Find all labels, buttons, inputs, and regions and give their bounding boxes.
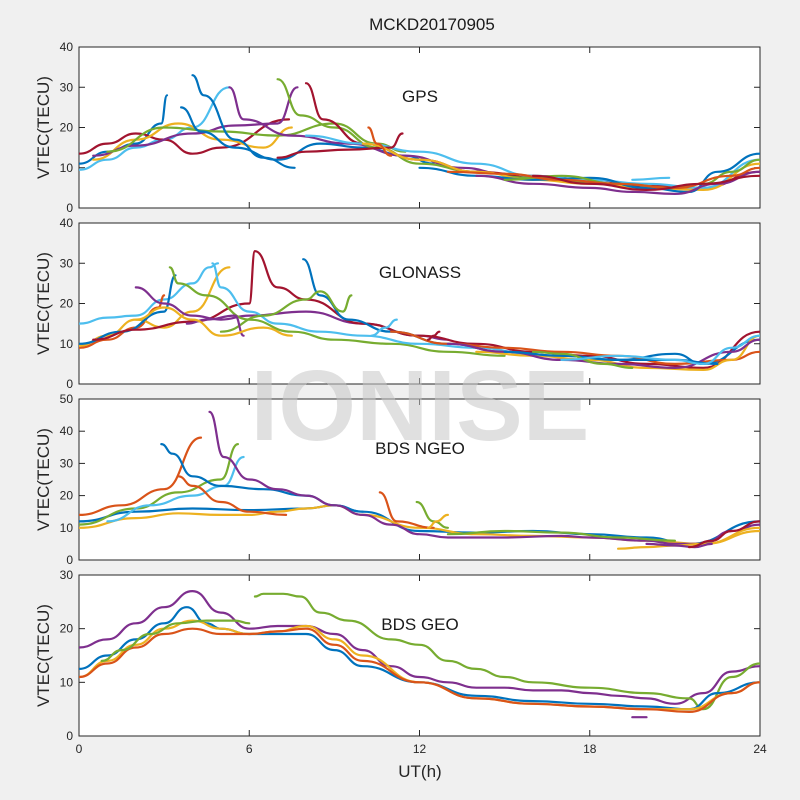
series-line-4 xyxy=(79,274,177,345)
y-tick-label: 20 xyxy=(60,121,74,135)
y-tick-label: 10 xyxy=(60,161,74,175)
y-tick-label: 30 xyxy=(60,256,74,270)
plot-area xyxy=(78,574,761,737)
series-line-1 xyxy=(79,590,760,705)
series-line-5 xyxy=(106,455,245,523)
y-tick-label: 40 xyxy=(60,40,74,54)
panel-3: 0 10 20 30 40 50 VTEC(TECU) BDS NGEO xyxy=(34,392,761,567)
panel-title: GPS xyxy=(402,87,438,106)
y-tick-label: 40 xyxy=(60,424,74,438)
series-line-17 xyxy=(503,350,719,365)
series-line-9 xyxy=(253,250,760,369)
y-tick-label: 0 xyxy=(66,201,73,215)
panel-title: BDS NGEO xyxy=(375,439,465,458)
series-line-8 xyxy=(177,475,288,516)
series-line-14 xyxy=(361,142,760,191)
series-line-21 xyxy=(531,174,760,191)
panel-title: BDS GEO xyxy=(381,615,458,634)
panels: 0 10 20 30 40 VTEC(TECU) GPS 0 10 20 30 40 VTEC(TECU… xyxy=(34,40,767,756)
series-line-5 xyxy=(79,627,760,713)
y-tick-label: 10 xyxy=(60,337,74,351)
y-tick-label: 10 xyxy=(60,675,74,689)
series-line-1 xyxy=(79,86,231,171)
x-tick-label: 6 xyxy=(246,742,253,756)
y-tick-label: 40 xyxy=(60,216,74,230)
x-axis-label: UT(h) xyxy=(398,762,441,781)
series-line-11 xyxy=(219,290,353,333)
series-line-14 xyxy=(645,542,713,549)
series-line-15 xyxy=(367,126,393,157)
y-tick-label: 30 xyxy=(60,568,74,582)
x-tick-label: 18 xyxy=(583,742,597,756)
panel-4: 0 10 20 30 0 6 12 18 24 VTEC(TECU) BDS GEO xyxy=(34,568,767,756)
y-tick-label: 0 xyxy=(66,729,73,743)
figure-title: MCKD20170905 xyxy=(369,15,495,34)
y-tick-label: 20 xyxy=(60,489,74,503)
x-tick-label: 24 xyxy=(753,742,767,756)
series-line-19 xyxy=(446,166,760,189)
series-line-19 xyxy=(560,334,760,365)
series-line-8 xyxy=(211,262,535,355)
series-line-3 xyxy=(79,436,203,516)
y-axis-label: VTEC(TECU) xyxy=(34,252,53,355)
series-line-21 xyxy=(426,330,441,341)
y-axis-label: VTEC(TECU) xyxy=(34,604,53,707)
series-line-6 xyxy=(100,619,251,662)
y-tick-label: 20 xyxy=(60,297,74,311)
series-line-8 xyxy=(191,74,296,169)
series-line-20 xyxy=(370,318,398,337)
y-tick-label: 30 xyxy=(60,80,74,94)
x-tick-label: 0 xyxy=(76,742,83,756)
series-line-3 xyxy=(79,606,760,711)
y-tick-label: 30 xyxy=(60,456,74,470)
series-line-2 xyxy=(253,592,760,711)
y-tick-label: 20 xyxy=(60,622,74,636)
y-tick-label: 0 xyxy=(66,377,73,391)
y-tick-label: 10 xyxy=(60,521,74,535)
series-line-12 xyxy=(446,529,676,542)
series-group xyxy=(79,410,760,550)
series-line-7 xyxy=(168,266,506,357)
y-axis-label: VTEC(TECU) xyxy=(34,76,53,179)
panel-2: 0 10 20 30 40 VTEC(TECU) GLONASS xyxy=(34,216,761,391)
y-tick-label: 0 xyxy=(66,553,73,567)
series-line-2 xyxy=(79,94,169,165)
watermark: IONISE xyxy=(251,350,590,462)
x-tick-label: 12 xyxy=(413,742,427,756)
series-group xyxy=(79,250,760,371)
series-line-1 xyxy=(79,262,220,325)
series-group xyxy=(79,74,760,195)
series-line-11 xyxy=(426,513,449,529)
series-line-15 xyxy=(688,520,760,549)
series-line-13 xyxy=(276,132,404,159)
panel-1: 0 10 20 30 40 VTEC(TECU) GPS xyxy=(34,40,761,215)
series-group xyxy=(79,590,760,719)
series-line-4 xyxy=(79,443,239,526)
series-line-12 xyxy=(185,314,245,337)
y-tick-label: 50 xyxy=(60,392,74,406)
y-axis-label: VTEC(TECU) xyxy=(34,428,53,531)
series-line-13 xyxy=(134,306,293,337)
series-line-7 xyxy=(208,410,760,546)
series-line-5 xyxy=(92,250,256,341)
series-line-9 xyxy=(378,491,435,529)
panel-title: GLONASS xyxy=(379,263,461,282)
series-line-20 xyxy=(631,176,671,181)
